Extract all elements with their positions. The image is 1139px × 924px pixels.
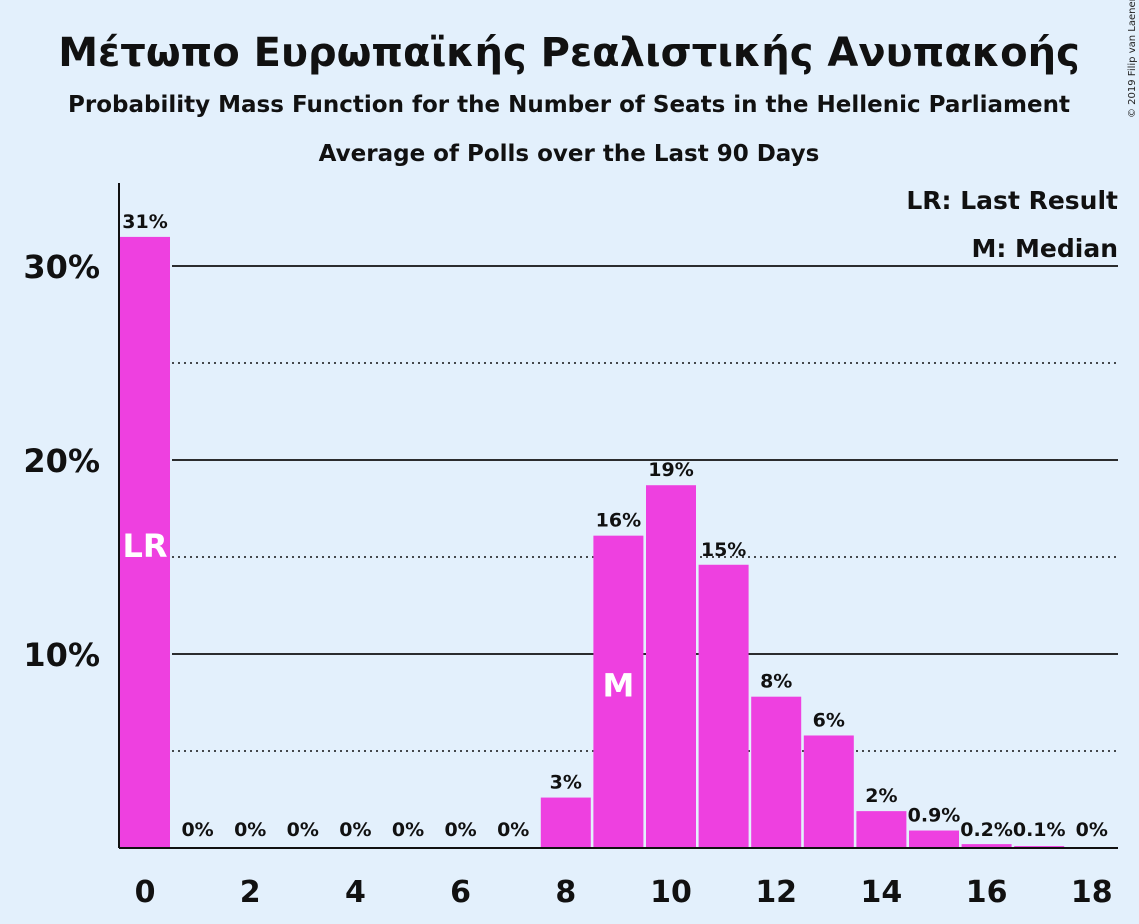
x-tick-label: 14 bbox=[861, 875, 903, 910]
y-tick-label: 30% bbox=[23, 248, 100, 286]
x-tick-label: 16 bbox=[966, 875, 1008, 910]
chart-title: Μέτωπο Ευρωπαϊκής Ρεαλιστικής Ανυπακοής bbox=[58, 30, 1080, 76]
bar-value-label: 0% bbox=[287, 819, 319, 841]
bar bbox=[698, 564, 749, 848]
bar bbox=[540, 797, 591, 848]
bar-value-label: 0% bbox=[234, 819, 266, 841]
copyright-text: © 2019 Filip van Laenen bbox=[1127, 0, 1138, 118]
bar-value-label: 0% bbox=[392, 819, 424, 841]
x-tick-label: 4 bbox=[345, 875, 366, 910]
grid-lines bbox=[172, 265, 1118, 752]
bar bbox=[593, 535, 644, 848]
x-tick-label: 2 bbox=[240, 875, 261, 910]
y-tick-label: 20% bbox=[23, 442, 100, 480]
bar-value-label: 0.2% bbox=[960, 819, 1013, 841]
x-tick-label: 0 bbox=[135, 875, 156, 910]
bar bbox=[120, 236, 170, 848]
bar-value-label: 0% bbox=[1076, 819, 1108, 841]
value-label-group: 31%0% 0% 0% 0% 0% 0% 0%3%16%19%15%8%6%2%0.9%0.… bbox=[122, 211, 1108, 841]
bar bbox=[856, 811, 907, 848]
marker-group: LR M bbox=[122, 527, 634, 705]
bar-value-label: 3% bbox=[550, 772, 582, 794]
bar-value-label: 8% bbox=[760, 671, 792, 693]
bar-value-label: 0% bbox=[444, 819, 476, 841]
bar bbox=[961, 844, 1012, 848]
bar bbox=[646, 485, 696, 848]
x-tick-label: 6 bbox=[450, 875, 471, 910]
bar bbox=[803, 735, 854, 848]
bar-value-label: 0.9% bbox=[908, 805, 961, 827]
x-tick-label: 12 bbox=[755, 875, 797, 910]
legend-median: M: Median bbox=[971, 234, 1118, 263]
bar-value-label: 2% bbox=[865, 785, 897, 807]
y-tick-label: 10% bbox=[23, 636, 100, 674]
last-result-marker: LR bbox=[122, 527, 167, 565]
bar bbox=[909, 830, 959, 848]
x-tick-label: 8 bbox=[555, 875, 576, 910]
bar-value-label: 0% bbox=[339, 819, 371, 841]
median-marker: M bbox=[602, 667, 634, 705]
bar-value-label: 0.1% bbox=[1013, 819, 1066, 841]
chart-subtitle-2: Average of Polls over the Last 90 Days bbox=[319, 141, 820, 167]
bar-group bbox=[120, 236, 1065, 848]
chart-subtitle: Probability Mass Function for the Number… bbox=[68, 92, 1070, 118]
legend-last-result: LR: Last Result bbox=[906, 186, 1118, 215]
bar-value-label: 0% bbox=[181, 819, 213, 841]
bar-value-label: 6% bbox=[813, 709, 845, 731]
bar bbox=[751, 696, 802, 848]
bar-value-label: 0% bbox=[497, 819, 529, 841]
y-tick-group: 10% 20% 30% bbox=[23, 248, 100, 674]
bar-value-label: 31% bbox=[122, 211, 167, 233]
bar-value-label: 16% bbox=[596, 510, 641, 532]
x-tick-label: 10 bbox=[650, 875, 692, 910]
x-tick-group: 0 2 4 6 8 10 12 14 16 18 bbox=[135, 875, 1113, 910]
x-tick-label: 18 bbox=[1071, 875, 1113, 910]
bar-value-label: 19% bbox=[648, 459, 693, 481]
bar-value-label: 15% bbox=[701, 539, 746, 561]
